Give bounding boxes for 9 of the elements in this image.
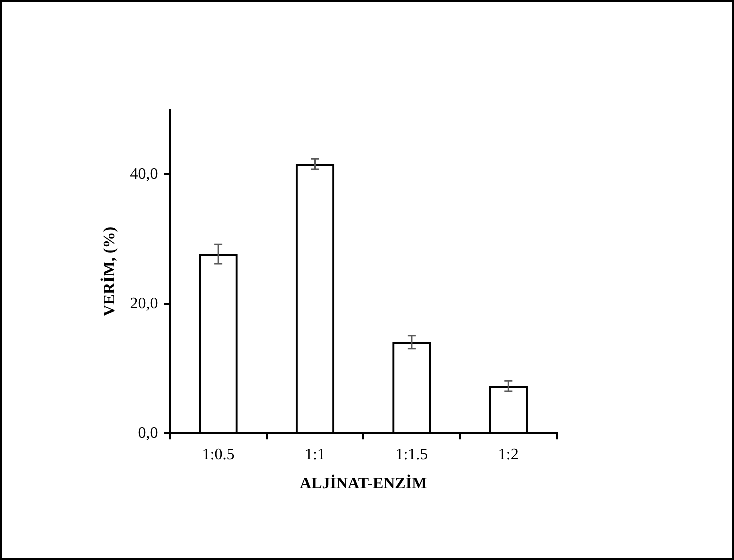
- x-axis-title: ALJİNAT-ENZİM: [300, 474, 428, 493]
- x-tick-label: 1:0.5: [202, 446, 235, 464]
- y-tick-label: 20,0: [130, 295, 158, 312]
- y-tick-label: 0,0: [138, 424, 158, 442]
- y-tick-label: 40,0: [130, 166, 158, 183]
- x-tick-label: 1:2: [498, 446, 519, 464]
- y-axis-title: VERİM, (%): [100, 226, 119, 317]
- x-tick-label: 1:1: [305, 446, 326, 464]
- x-tick-label: 1:1.5: [396, 446, 428, 464]
